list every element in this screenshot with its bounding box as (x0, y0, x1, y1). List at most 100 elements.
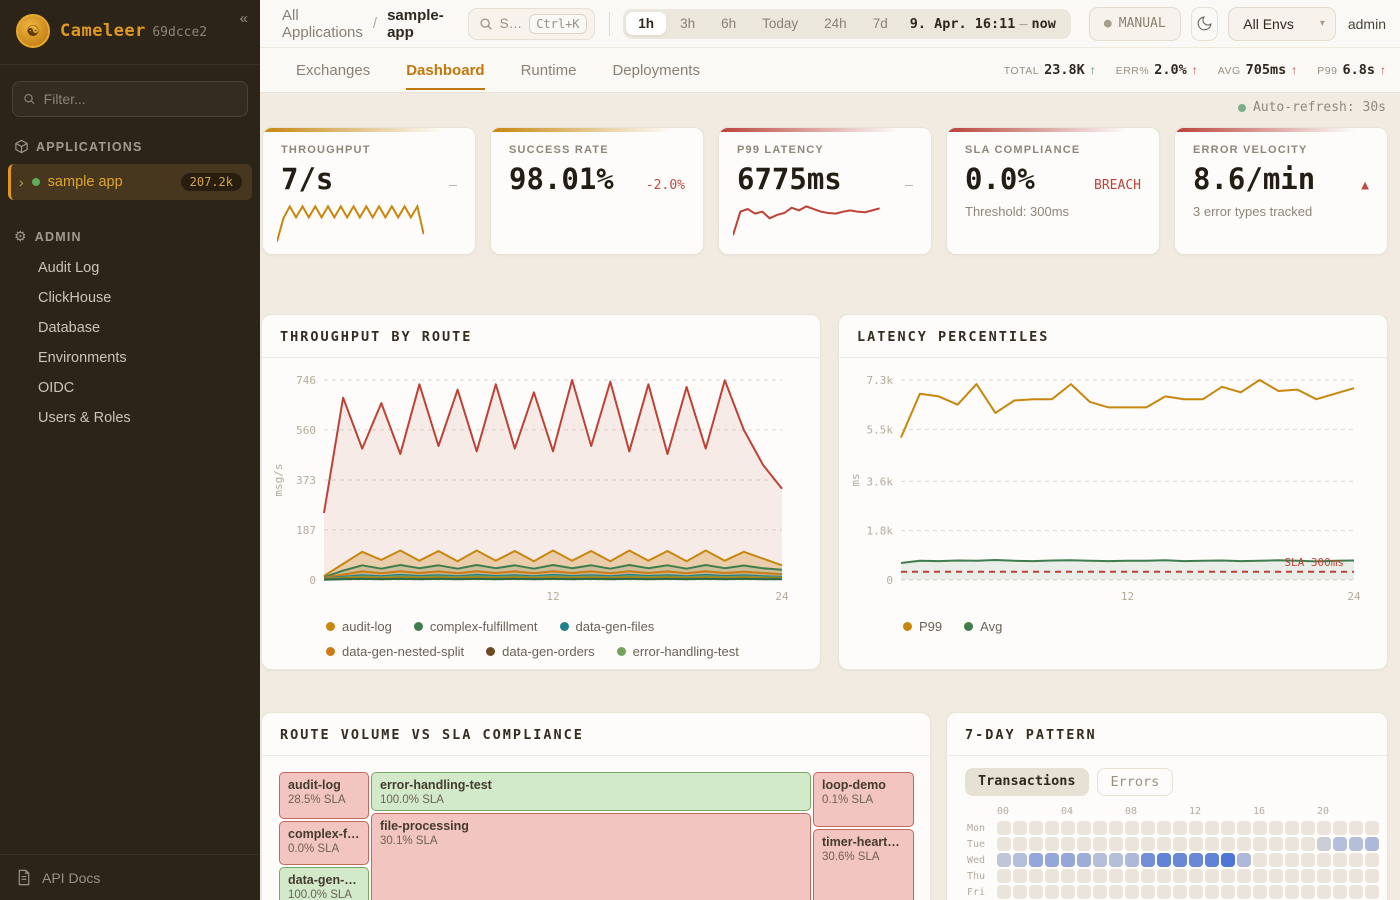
stat-p99: P996.8s↑ (1317, 62, 1386, 78)
expand-chevron-icon[interactable]: › (19, 174, 24, 190)
legend-item-file-processing[interactable]: file-processing (326, 669, 426, 670)
heatmap-hour-label: 12 (1189, 806, 1203, 819)
treemap-cell-data-gen-files[interactable]: data-gen-files100.0% SLA (279, 867, 369, 900)
sidebar-item-oidc[interactable]: OIDC (0, 373, 260, 403)
heatmap-cell (1141, 869, 1155, 883)
heatmap-hour-label (1301, 806, 1315, 819)
heatmap-hour-label: 20 (1317, 806, 1331, 819)
treemap-cell-error-handling-test[interactable]: error-handling-test100.0% SLA (371, 772, 811, 811)
breadcrumb-current: sample-app (387, 7, 450, 41)
heatmap-cell (1141, 885, 1155, 899)
date-to: now (1032, 16, 1056, 32)
heatmap-cell (1253, 885, 1267, 899)
api-docs-link[interactable]: API Docs (0, 854, 260, 900)
treemap-route-name: complex-fulfillment (288, 827, 360, 841)
sidebar-collapse-icon[interactable]: « (240, 10, 248, 27)
treemap-cell-audit-log[interactable]: audit-log28.5% SLA (279, 772, 369, 819)
time-range-6h[interactable]: 6h (709, 12, 748, 35)
legend-item-P99[interactable]: P99 (903, 619, 942, 634)
time-range-today[interactable]: Today (750, 12, 810, 35)
stat-total: TOTAL23.8K↑ (1004, 62, 1096, 78)
search-icon (23, 92, 36, 106)
heatmap-cell (1333, 869, 1347, 883)
time-range-7d[interactable]: 7d (861, 12, 900, 35)
date-separator: — (1019, 16, 1027, 32)
svg-text:373: 373 (296, 474, 316, 487)
heatmap-cell (1189, 869, 1203, 883)
heatmap-cell (1333, 853, 1347, 867)
bottom-row: ROUTE VOLUME VS SLA COMPLIANCE audit-log… (261, 712, 1388, 900)
tab-exchanges[interactable]: Exchanges (296, 51, 370, 90)
legend-item-timer-heartbeat[interactable]: timer-heartbeat (547, 669, 651, 670)
sidebar-filter[interactable] (12, 81, 248, 117)
heatmap-toggle-errors[interactable]: Errors (1097, 768, 1174, 796)
heatmap-cell (1061, 869, 1075, 883)
heatmap-cell (1317, 821, 1331, 835)
legend-label: data-gen-nested-split (342, 644, 464, 659)
legend-item-loop-demo[interactable]: loop-demo (448, 669, 525, 670)
sidebar-item-audit-log[interactable]: Audit Log (0, 253, 260, 283)
sidebar-item-sample-app[interactable]: › sample app 207.2k (8, 164, 252, 200)
legend-item-data-gen-files[interactable]: data-gen-files (560, 619, 655, 634)
admin-nav-list: Audit LogClickHouseDatabaseEnvironmentsO… (0, 253, 260, 433)
heatmap-cell (1269, 885, 1283, 899)
stat-label: ERR% (1116, 65, 1150, 77)
sidebar-item-clickhouse[interactable]: ClickHouse (0, 283, 260, 313)
time-range-custom-dates[interactable]: 9. Apr. 16:11—now (902, 12, 1068, 36)
legend-dot-icon (486, 647, 495, 656)
heatmap-cell (1349, 869, 1363, 883)
heatmap-hour-label (1157, 806, 1171, 819)
svg-text:0: 0 (886, 574, 893, 587)
heatmap-cell (1237, 853, 1251, 867)
sidebar-item-users-roles[interactable]: Users & Roles (0, 403, 260, 433)
heatmap-cell (1349, 821, 1363, 835)
legend-item-complex-fulfillment[interactable]: complex-fulfillment (414, 619, 538, 634)
heatmap-cell (1061, 837, 1075, 851)
kpi-card-throughput: THROUGHPUT7/s– (262, 127, 476, 255)
heatmap-cell (1109, 853, 1123, 867)
heatmap-cell (1093, 837, 1107, 851)
kpi-sparkline (733, 202, 880, 246)
heatmap-cell (1237, 837, 1251, 851)
treemap-cell-timer-heartbeat[interactable]: timer-heartbeat30.6% SLA (813, 829, 914, 900)
tab-runtime[interactable]: Runtime (521, 51, 577, 90)
treemap-cell-file-processing[interactable]: file-processing30.1% SLA (371, 813, 811, 900)
heatmap-toggle-transactions[interactable]: Transactions (965, 768, 1089, 796)
time-range-3h[interactable]: 3h (668, 12, 707, 35)
heatmap-cell (1013, 821, 1027, 835)
heatmap-day-label: Wed (961, 855, 995, 866)
legend-item-data-gen-orders[interactable]: data-gen-orders (486, 644, 595, 659)
manual-refresh-button[interactable]: ● MANUAL (1089, 7, 1181, 41)
dark-mode-toggle[interactable] (1191, 7, 1219, 41)
treemap-cell-loop-demo[interactable]: loop-demo0.1% SLA (813, 772, 914, 827)
heatmap-cell (1125, 885, 1139, 899)
breadcrumb-root[interactable]: All Applications (282, 7, 363, 41)
heatmap-cell (1093, 821, 1107, 835)
heatmap-cell (1301, 821, 1315, 835)
heatmap-hour-label (1349, 806, 1363, 819)
legend-label: data-gen-files (576, 619, 655, 634)
tab-deployments[interactable]: Deployments (612, 51, 700, 90)
user-menu[interactable]: admin (1348, 16, 1386, 32)
time-range-24h[interactable]: 24h (812, 12, 859, 35)
sidebar-item-database[interactable]: Database (0, 313, 260, 343)
global-search[interactable]: S… Ctrl+K (468, 8, 595, 40)
tab-dashboard[interactable]: Dashboard (406, 51, 484, 90)
heatmap-cell (1205, 853, 1219, 867)
sidebar-filter-input[interactable] (44, 91, 237, 107)
heatmap-hour-label (1109, 806, 1123, 819)
heatmap-hour-label: 08 (1125, 806, 1139, 819)
legend-item-audit-log[interactable]: audit-log (326, 619, 392, 634)
legend-item-try-catch-test[interactable]: try-catch-test (673, 669, 764, 670)
treemap-cell-complex-fulfillment[interactable]: complex-fulfillment0.0% SLA (279, 821, 369, 865)
heatmap-cell (1237, 821, 1251, 835)
sidebar-item-environments[interactable]: Environments (0, 343, 260, 373)
legend-item-Avg[interactable]: Avg (964, 619, 1002, 634)
heatmap-cell (1045, 853, 1059, 867)
environment-select[interactable]: All Envs ▾ (1228, 7, 1336, 41)
legend-item-data-gen-nested-split[interactable]: data-gen-nested-split (326, 644, 464, 659)
kpi-delta: -2.0% (646, 178, 685, 193)
stat-value: 705ms (1246, 62, 1287, 78)
time-range-1h[interactable]: 1h (626, 12, 666, 35)
legend-item-error-handling-test[interactable]: error-handling-test (617, 644, 739, 659)
